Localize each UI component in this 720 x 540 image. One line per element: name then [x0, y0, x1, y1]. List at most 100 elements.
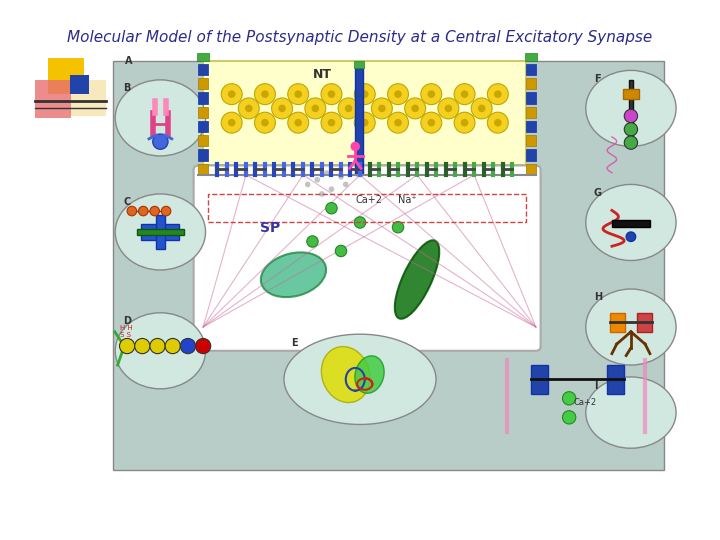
Circle shape: [288, 84, 309, 105]
Bar: [526, 121, 536, 132]
Circle shape: [321, 84, 342, 105]
Circle shape: [445, 105, 452, 112]
Bar: [526, 106, 536, 118]
Circle shape: [411, 105, 419, 112]
Text: D: D: [123, 316, 131, 326]
Circle shape: [361, 90, 369, 98]
Circle shape: [328, 186, 334, 192]
Ellipse shape: [115, 80, 205, 156]
Text: Molecular Model of the Postsynaptic Density at a Central Excitatory Synapse: Molecular Model of the Postsynaptic Dens…: [68, 30, 652, 45]
Bar: [355, 66, 363, 175]
Bar: [526, 64, 536, 75]
Circle shape: [361, 119, 369, 126]
Circle shape: [294, 119, 302, 126]
Circle shape: [624, 136, 638, 149]
Circle shape: [351, 141, 360, 151]
Bar: [113, 61, 664, 470]
Circle shape: [478, 105, 485, 112]
Circle shape: [261, 90, 269, 98]
Ellipse shape: [355, 356, 384, 393]
Ellipse shape: [586, 185, 676, 260]
Bar: [526, 78, 536, 90]
Bar: [526, 149, 536, 161]
Circle shape: [254, 112, 275, 133]
Ellipse shape: [284, 334, 436, 424]
Bar: [199, 149, 208, 161]
Text: C: C: [123, 197, 130, 207]
FancyBboxPatch shape: [194, 165, 541, 351]
Bar: [197, 53, 209, 61]
Text: H H
S S: H H S S: [120, 325, 133, 338]
Circle shape: [343, 181, 348, 187]
Bar: [199, 135, 208, 146]
Circle shape: [288, 112, 309, 133]
Circle shape: [180, 339, 196, 354]
Bar: [526, 92, 536, 104]
Circle shape: [461, 119, 469, 126]
Text: NT: NT: [312, 68, 331, 81]
Circle shape: [221, 84, 242, 105]
Circle shape: [626, 232, 636, 241]
Circle shape: [150, 206, 159, 216]
Circle shape: [624, 110, 638, 123]
Circle shape: [321, 112, 342, 133]
Circle shape: [420, 112, 442, 133]
Ellipse shape: [586, 70, 676, 146]
Circle shape: [387, 84, 408, 105]
Bar: [199, 78, 208, 90]
Circle shape: [138, 206, 148, 216]
Text: I: I: [594, 381, 598, 391]
Circle shape: [238, 98, 259, 119]
Circle shape: [494, 119, 502, 126]
Bar: [607, 365, 624, 394]
Circle shape: [307, 236, 318, 247]
Bar: [526, 164, 536, 175]
Bar: [156, 215, 165, 249]
Bar: [354, 61, 364, 69]
Bar: [48, 58, 84, 94]
Bar: [610, 313, 625, 332]
Circle shape: [454, 84, 475, 105]
Circle shape: [354, 217, 366, 228]
Circle shape: [395, 90, 402, 98]
Circle shape: [228, 119, 235, 126]
Circle shape: [165, 339, 180, 354]
Text: Ca+2: Ca+2: [574, 398, 597, 407]
Text: Na⁺: Na⁺: [398, 195, 417, 205]
Circle shape: [328, 119, 336, 126]
Ellipse shape: [115, 194, 205, 270]
Circle shape: [325, 202, 337, 214]
Circle shape: [428, 119, 435, 126]
Circle shape: [196, 339, 211, 354]
Bar: [199, 92, 208, 104]
Circle shape: [324, 170, 330, 176]
Ellipse shape: [115, 313, 205, 389]
Circle shape: [387, 112, 408, 133]
Circle shape: [487, 84, 508, 105]
Ellipse shape: [395, 240, 439, 319]
Circle shape: [354, 84, 375, 105]
Bar: [526, 135, 536, 146]
Circle shape: [562, 392, 576, 405]
Bar: [70, 80, 106, 116]
Bar: [199, 64, 208, 75]
Circle shape: [305, 98, 325, 119]
Circle shape: [312, 105, 319, 112]
Circle shape: [315, 177, 320, 183]
Circle shape: [127, 206, 137, 216]
Text: E: E: [292, 338, 298, 348]
Circle shape: [294, 90, 302, 98]
Bar: [526, 53, 537, 61]
Circle shape: [438, 98, 459, 119]
Circle shape: [354, 112, 375, 133]
Bar: [199, 106, 208, 118]
Ellipse shape: [586, 289, 676, 365]
Bar: [203, 61, 526, 165]
Circle shape: [161, 206, 171, 216]
Bar: [35, 80, 71, 118]
Circle shape: [278, 105, 286, 112]
Circle shape: [392, 221, 404, 233]
Circle shape: [345, 105, 352, 112]
Bar: [199, 164, 208, 175]
Circle shape: [221, 112, 242, 133]
